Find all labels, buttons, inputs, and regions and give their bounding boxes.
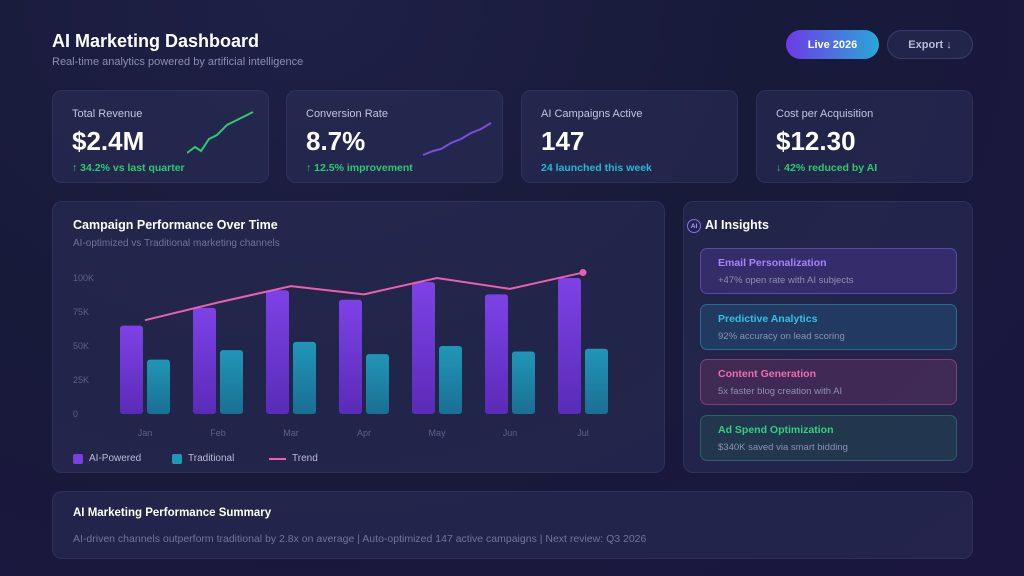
bar-traditional <box>512 351 535 414</box>
kpi-card-cost-per-acquisition: Cost per Acquisition $12.30 ↓ 42% reduce… <box>756 90 973 183</box>
kpi-delta: ↓ 42% reduced by AI <box>776 162 878 174</box>
kpi-label: Total Revenue <box>72 108 143 120</box>
export-button[interactable]: Export ↓ <box>887 30 973 59</box>
insight-desc: 92% accuracy on lead scoring <box>718 331 845 342</box>
campaign-performance-chart-card: Campaign Performance Over Time AI-optimi… <box>52 201 665 473</box>
bar-ai-powered <box>485 294 508 414</box>
bar-ai-powered <box>339 299 362 414</box>
kpi-label: AI Campaigns Active <box>541 108 643 120</box>
y-tick-label: 0 <box>73 409 78 419</box>
kpi-card-conversion-rate: Conversion Rate 8.7% ↑ 12.5% improvement <box>286 90 503 183</box>
live-button[interactable]: Live 2026 <box>786 30 879 59</box>
kpi-value: 147 <box>541 126 585 156</box>
legend-label: Trend <box>292 453 318 464</box>
x-tick-label: Jul <box>577 428 589 438</box>
x-tick-label: Feb <box>210 428 226 438</box>
legend-swatch-traditional <box>172 453 182 464</box>
insight-desc: $340K saved via smart bidding <box>718 442 848 453</box>
bar-ai-powered <box>193 307 216 414</box>
x-tick-label: May <box>428 428 446 438</box>
page-subtitle: Real-time analytics powered by artificia… <box>52 56 304 68</box>
insight-predictive-analytics[interactable]: Predictive Analytics 92% accuracy on lea… <box>700 304 957 350</box>
kpi-delta: 24 launched this week <box>541 162 652 174</box>
insight-title: Email Personalization <box>718 257 827 269</box>
kpi-delta: ↑ 12.5% improvement <box>306 162 413 174</box>
insight-email-personalization[interactable]: Email Personalization +47% open rate wit… <box>700 248 957 294</box>
insight-content-generation[interactable]: Content Generation 5x faster blog creati… <box>700 359 957 405</box>
legend-label: Traditional <box>188 453 235 464</box>
kpi-value: $12.30 <box>776 126 856 156</box>
sparkline-icon <box>422 122 492 156</box>
x-tick-label: Jan <box>138 428 153 438</box>
kpi-card-ai-campaigns: AI Campaigns Active 147 24 launched this… <box>521 90 738 183</box>
insight-title: Content Generation <box>718 368 817 380</box>
kpi-value: 8.7% <box>306 126 366 156</box>
kpi-label: Cost per Acquisition <box>776 108 874 120</box>
insights-title: AI Insights <box>705 218 769 232</box>
ai-icon: AI <box>687 219 701 233</box>
chart-subtitle: AI-optimized vs Traditional marketing ch… <box>73 238 280 249</box>
bar-traditional <box>366 354 389 414</box>
legend-swatch-ai <box>73 453 83 464</box>
performance-summary-card: AI Marketing Performance Summary AI-driv… <box>52 491 973 559</box>
y-tick-label: 75K <box>73 307 89 317</box>
legend-label: AI-Powered <box>89 453 142 464</box>
legend-swatch-trend <box>269 457 286 460</box>
insight-title: Predictive Analytics <box>718 313 818 325</box>
kpi-label: Conversion Rate <box>306 108 388 120</box>
bar-ai-powered <box>412 282 435 414</box>
insight-ad-spend-optimization[interactable]: Ad Spend Optimization $340K saved via sm… <box>700 415 957 461</box>
insight-desc: +47% open rate with AI subjects <box>718 275 854 286</box>
legend-item-trend: Trend <box>269 453 318 464</box>
sparkline-icon <box>187 111 254 154</box>
legend-item-traditional: Traditional <box>172 453 234 464</box>
summary-title: AI Marketing Performance Summary <box>73 507 272 519</box>
bar-traditional <box>147 359 170 414</box>
insight-desc: 5x faster blog creation with AI <box>718 386 843 397</box>
kpi-delta: ↑ 34.2% vs last quarter <box>72 162 185 174</box>
bar-traditional <box>439 346 462 414</box>
bar-ai-powered <box>266 290 289 414</box>
bar-traditional <box>220 350 243 414</box>
trend-line <box>144 271 584 322</box>
trend-point <box>579 269 587 277</box>
ai-insights-panel: AI AI Insights Email Personalization +47… <box>683 201 973 473</box>
kpi-value: $2.4M <box>72 126 145 156</box>
chart-title: Campaign Performance Over Time <box>73 218 278 232</box>
page-title: AI Marketing Dashboard <box>52 31 260 51</box>
insight-title: Ad Spend Optimization <box>718 424 834 436</box>
bar-ai-powered <box>558 278 581 414</box>
x-tick-label: Mar <box>283 428 299 438</box>
bar-traditional <box>293 341 316 414</box>
campaign-performance-chart: 0 25K 50K 75K 100K Jan Feb Mar Apr May Jun Jul <box>73 269 608 438</box>
x-tick-label: Apr <box>357 428 371 438</box>
kpi-card-total-revenue: Total Revenue $2.4M ↑ 34.2% vs last quar… <box>52 90 269 183</box>
bar-ai-powered <box>120 325 143 414</box>
y-tick-label: 25K <box>73 375 89 385</box>
y-tick-label: 50K <box>73 341 89 351</box>
bar-traditional <box>585 348 608 414</box>
y-tick-label: 100K <box>73 273 94 283</box>
x-tick-label: Jun <box>503 428 518 438</box>
summary-text: AI-driven channels outperform traditiona… <box>73 533 647 545</box>
legend-item-ai-powered: AI-Powered <box>73 453 141 464</box>
